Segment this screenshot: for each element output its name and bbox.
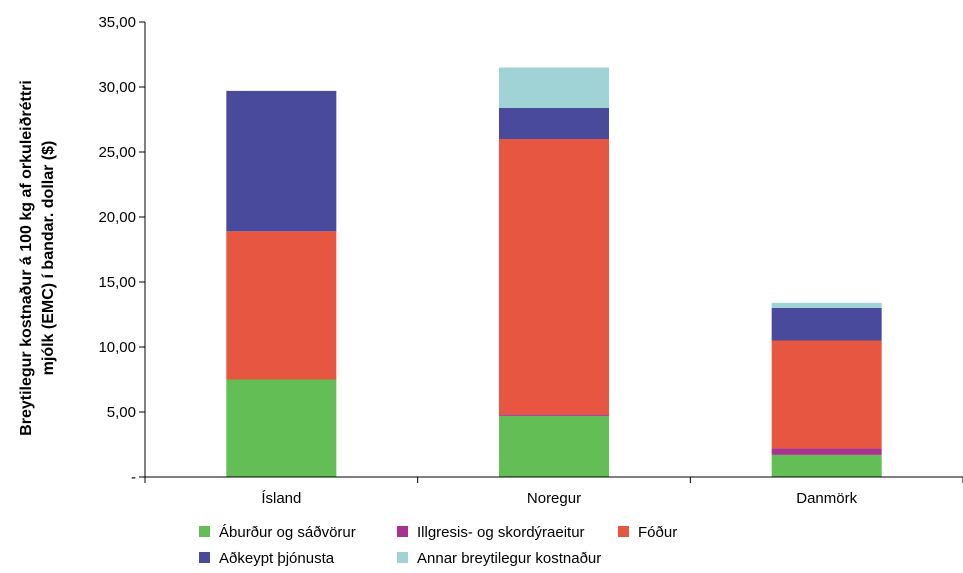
legend-swatch bbox=[199, 526, 210, 537]
y-axis-title-line-2: mjólk (EMC) í bandar. dollar ($) bbox=[40, 141, 57, 376]
bar-segment bbox=[499, 415, 609, 477]
legend-swatch bbox=[397, 526, 408, 537]
legend-label: Áburður og sáðvörur bbox=[219, 524, 356, 541]
bar-segment bbox=[226, 231, 337, 380]
legend-item: Annar breytilegur kostnaður bbox=[397, 550, 601, 567]
bar-segment bbox=[771, 454, 882, 477]
bar-segment bbox=[771, 302, 882, 308]
y-tick-label: 30,00 bbox=[98, 79, 136, 96]
bar-segment bbox=[771, 340, 882, 449]
bar-segment bbox=[226, 90, 337, 232]
x-tick-labels: Ísland Noregur Danmörk bbox=[261, 490, 857, 507]
legend-label: Aðkeypt þjónusta bbox=[219, 550, 335, 567]
x-tick-label: Danmörk bbox=[796, 490, 857, 507]
x-tick-label: Ísland bbox=[261, 490, 301, 507]
y-tick-label: 15,00 bbox=[98, 274, 136, 291]
legend-label: Illgresis- og skordýraeitur bbox=[417, 524, 585, 541]
legend-label: Fóður bbox=[638, 524, 677, 541]
y-tick-label: 10,00 bbox=[98, 339, 136, 356]
y-axis-title: Breytilegur kostnaður á 100 kg af orkule… bbox=[18, 80, 57, 436]
y-tick-label: 35,00 bbox=[98, 14, 136, 31]
legend-item: Fóður bbox=[618, 524, 677, 541]
bar-segment bbox=[499, 67, 609, 108]
legend-item: Aðkeypt þjónusta bbox=[199, 550, 335, 567]
legend: Áburður og sáðvörur Illgresis- og skordýr… bbox=[199, 524, 677, 567]
bar-segment bbox=[499, 414, 609, 416]
axes-layer bbox=[139, 21, 963, 483]
y-tick-label: 20,00 bbox=[98, 209, 136, 226]
legend-swatch bbox=[618, 526, 629, 537]
y-tick-label: - bbox=[131, 469, 136, 486]
legend-swatch bbox=[199, 552, 210, 563]
y-tick-label: 25,00 bbox=[98, 144, 136, 161]
bar-segment bbox=[226, 379, 337, 477]
bar-segment bbox=[771, 448, 882, 455]
legend-item: Áburður og sáðvörur bbox=[199, 524, 356, 541]
y-tick-label: 5,00 bbox=[107, 404, 136, 421]
y-axis-title-line-1: Breytilegur kostnaður á 100 kg af orkule… bbox=[18, 80, 35, 436]
x-tick-label: Noregur bbox=[527, 490, 581, 507]
legend-label: Annar breytilegur kostnaður bbox=[417, 550, 601, 567]
bars-layer bbox=[226, 67, 882, 477]
legend-item: Illgresis- og skordýraeitur bbox=[397, 524, 585, 541]
legend-swatch bbox=[397, 552, 408, 563]
bar-segment bbox=[771, 308, 882, 341]
bar-segment bbox=[499, 107, 609, 139]
y-tick-labels: - 5,00 10,00 15,00 20,00 25,00 30,00 35,00 bbox=[98, 14, 136, 486]
bar-segment bbox=[499, 139, 609, 415]
